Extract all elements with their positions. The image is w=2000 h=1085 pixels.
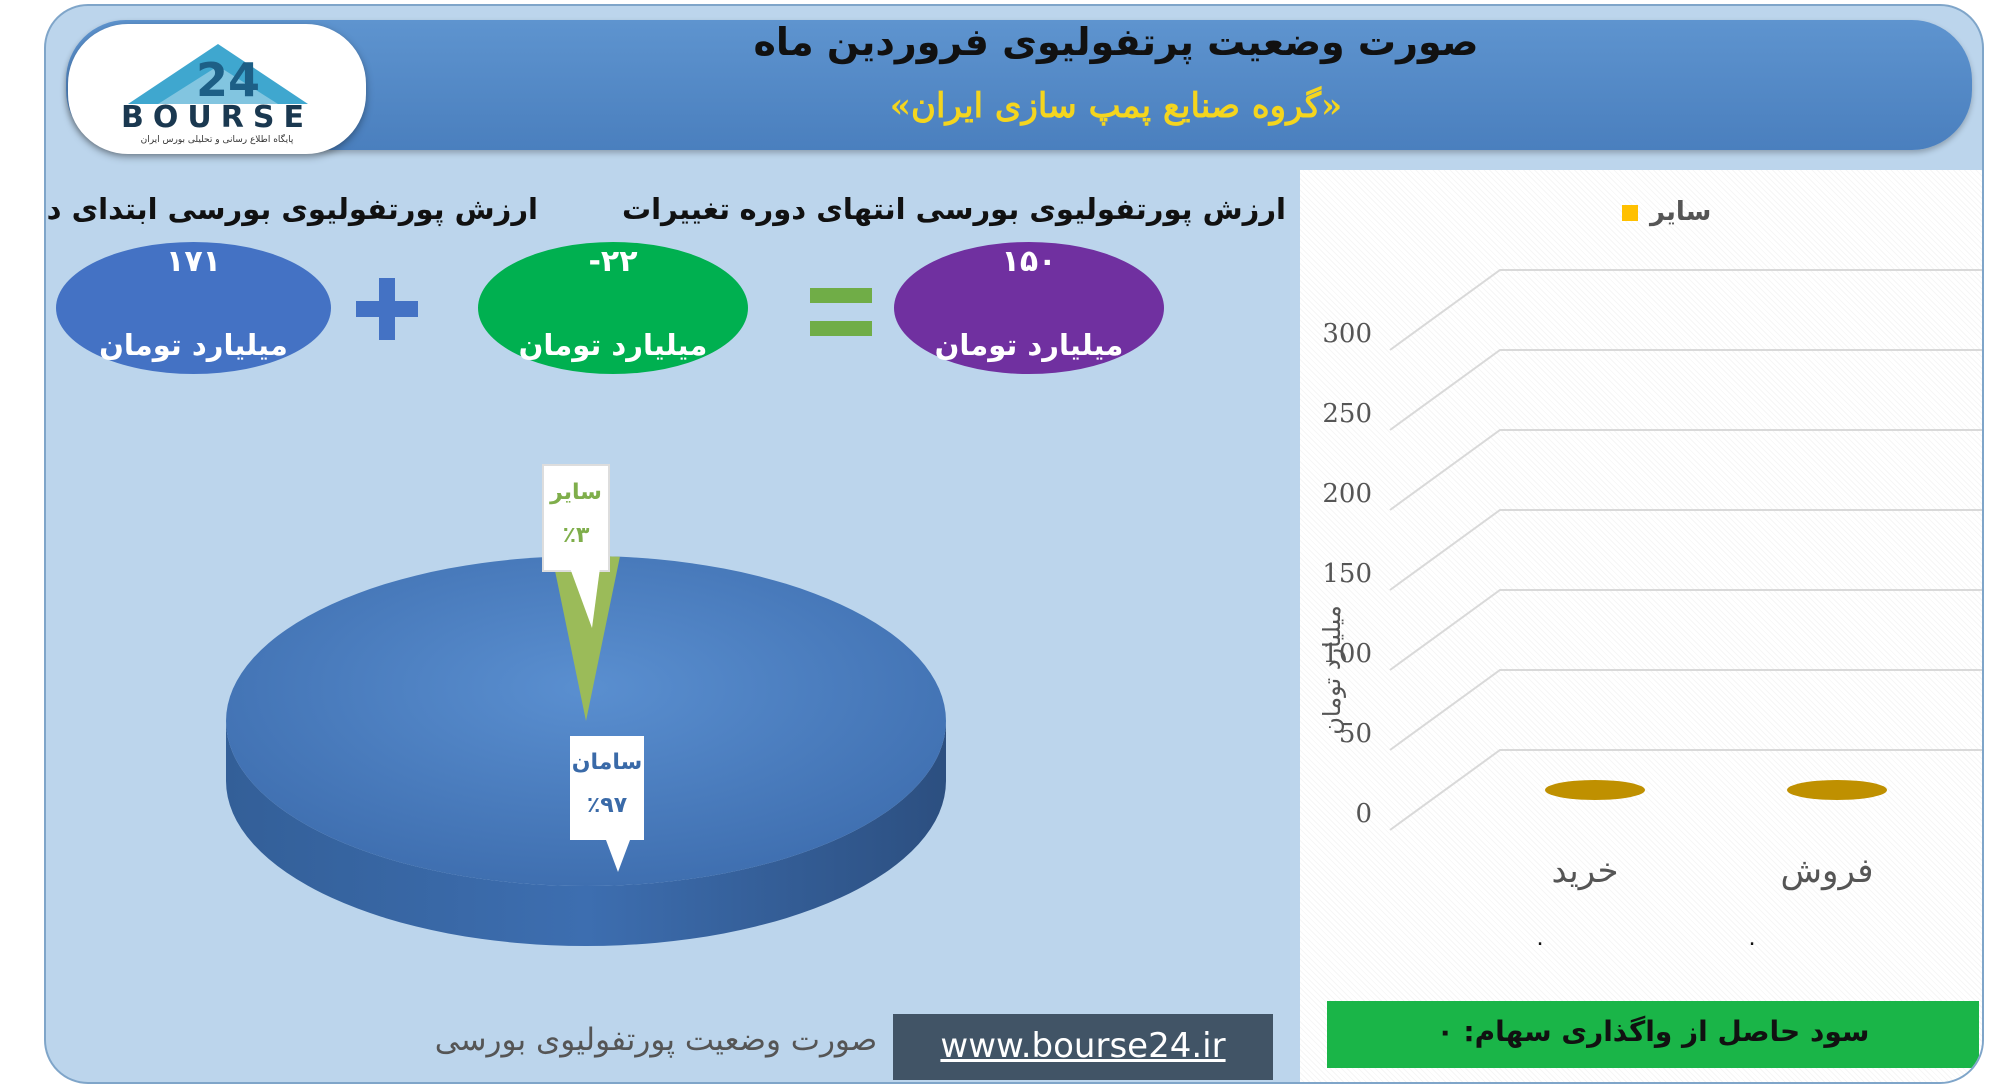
logo-text: BOURSE	[121, 100, 313, 135]
pie-caption: صورت وضعیت پورتفولیوی بورسی	[396, 1022, 916, 1058]
y-axis-title: میلیارد تومان	[1318, 605, 1346, 734]
callout-saman-pointer	[606, 840, 646, 876]
start-value: ۱۷۱	[56, 244, 331, 279]
logo-graphic: 24 BOURSE پایگاه اطلاع رسانی و تحلیلی بو…	[68, 24, 366, 154]
buy-sell-bar-chart: سایر میلیارد تومان 300 250 200 150 100 50 0 خر…	[1300, 170, 1984, 990]
callout-other-pointer	[570, 568, 610, 638]
category-value: ۰	[1746, 931, 1758, 956]
end-unit: میلیارد تومان	[894, 328, 1164, 362]
bars	[1545, 780, 1887, 800]
gridline	[1390, 270, 1984, 350]
profit-bar: سود حاصل از واگذاری سهام: ۰	[1327, 1001, 1979, 1068]
page-title: صورت وضعیت پرتفولیوی فروردین ماه	[406, 20, 1826, 64]
y-tick-label: 200	[1322, 479, 1372, 509]
gridline	[1390, 510, 1984, 590]
legend-label: سایر	[1648, 197, 1711, 227]
plus-sign	[356, 278, 418, 344]
category-label: فروش	[1781, 851, 1874, 891]
gridline	[1390, 590, 1984, 670]
bar-sell	[1787, 780, 1887, 800]
gridline	[1390, 670, 1984, 750]
callout-saman-name: سامان	[570, 750, 644, 775]
gridline	[1390, 430, 1984, 510]
callout-saman: سامان ٪۹۷	[570, 736, 644, 840]
gridlines	[1390, 270, 1984, 830]
change-oval: -۲۲ میلیارد تومان	[478, 242, 748, 374]
dashboard-frame: صورت وضعیت پرتفولیوی فروردین ماه «گروه ص…	[44, 4, 1984, 1084]
page-subtitle: «گروه صنایع پمپ سازی ایران»	[406, 86, 1826, 126]
category-value: ۰	[1534, 931, 1546, 956]
callout-other-value: ٪۳	[544, 523, 608, 548]
logo-number: 24	[196, 53, 260, 107]
category-label: خرید	[1551, 851, 1618, 891]
y-tick-label: 250	[1322, 399, 1372, 429]
end-value: ۱۵۰	[894, 244, 1164, 279]
bourse24-logo: 24 BOURSE پایگاه اطلاع رسانی و تحلیلی بو…	[68, 24, 366, 154]
callout-other: سایر ٪۳	[542, 464, 610, 572]
end-value-oval: ۱۵۰ میلیارد تومان	[894, 242, 1164, 374]
legend-swatch	[1622, 205, 1638, 221]
start-unit: میلیارد تومان	[56, 328, 331, 362]
start-value-label: ارزش پورتفولیوی بورسی ابتدای دوره	[58, 192, 538, 226]
y-tick-label: 100	[1322, 639, 1372, 669]
bar-buy	[1545, 780, 1645, 800]
callout-other-name: سایر	[544, 480, 608, 505]
end-value-label: ارزش پورتفولیوی بورسی انتهای دوره	[766, 192, 1286, 226]
x-categories: خرید ۰ فروش ۰	[1534, 851, 1873, 956]
y-ticks: 300 250 200 150 100 50 0	[1322, 319, 1372, 829]
start-value-oval: ۱۷۱ میلیارد تومان	[56, 242, 331, 374]
equals-sign	[810, 288, 872, 340]
y-tick-label: 150	[1322, 559, 1372, 589]
y-tick-label: 300	[1322, 319, 1372, 349]
gridline	[1390, 750, 1984, 830]
callout-saman-value: ٪۹۷	[570, 793, 644, 818]
change-unit: میلیارد تومان	[478, 328, 748, 362]
y-tick-label: 50	[1339, 719, 1372, 749]
logo-tagline: پایگاه اطلاع رسانی و تحلیلی بورس ایران	[141, 133, 294, 145]
change-value: -۲۲	[478, 244, 748, 279]
gridline	[1390, 350, 1984, 430]
y-tick-label: 0	[1355, 799, 1372, 829]
website-link[interactable]: www.bourse24.ir	[893, 1014, 1273, 1080]
